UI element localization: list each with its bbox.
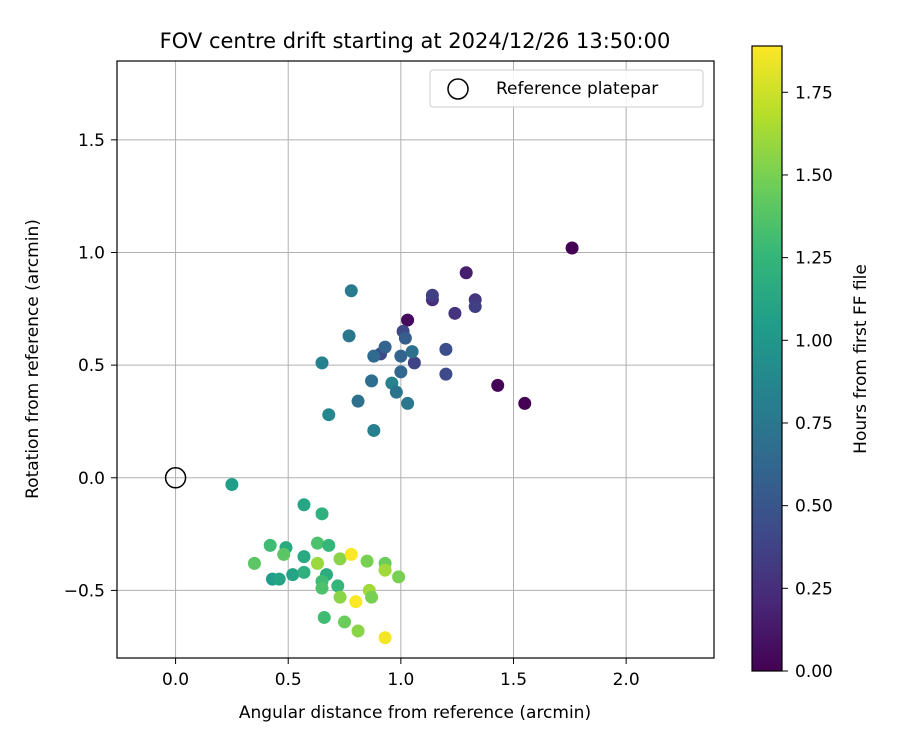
data-point bbox=[394, 365, 408, 379]
plot-frame bbox=[116, 60, 715, 659]
data-point bbox=[351, 624, 365, 638]
data-point bbox=[448, 306, 462, 320]
data-point bbox=[351, 394, 365, 408]
chart-title: FOV centre drift starting at 2024/12/26 … bbox=[160, 29, 671, 53]
colorbar-tick-label: 1.00 bbox=[795, 331, 833, 351]
data-point bbox=[491, 378, 505, 392]
data-point bbox=[277, 547, 291, 561]
data-point bbox=[365, 374, 379, 388]
data-point bbox=[311, 536, 325, 550]
legend: Reference platepar bbox=[429, 69, 704, 108]
data-point bbox=[468, 300, 482, 314]
data-point bbox=[398, 331, 412, 345]
data-point bbox=[378, 563, 392, 577]
data-point bbox=[315, 581, 329, 595]
colorbar-tick-label: 0.00 bbox=[795, 662, 833, 682]
data-point bbox=[518, 396, 532, 410]
data-point bbox=[367, 349, 381, 363]
data-point bbox=[425, 288, 439, 302]
colorbar-gradient bbox=[751, 45, 783, 672]
data-point bbox=[367, 423, 381, 437]
colorbar: 0.00 0.25 0.50 0.75 1.00 1.25 1.50 1.75 bbox=[751, 45, 833, 682]
colorbar-tick-label: 1.25 bbox=[795, 249, 833, 269]
data-point bbox=[311, 556, 325, 570]
x-tick-label: 1.5 bbox=[500, 670, 527, 690]
data-point bbox=[459, 266, 473, 280]
data-point bbox=[315, 356, 329, 370]
data-point bbox=[407, 356, 421, 370]
x-tick-label: 0.5 bbox=[275, 670, 302, 690]
legend-reference-marker bbox=[447, 78, 469, 100]
y-tick-label: 0.5 bbox=[78, 356, 105, 376]
colorbar-label: Hours from first FF file bbox=[851, 264, 871, 454]
colorbar-tick-label: 0.75 bbox=[795, 414, 833, 434]
data-point bbox=[322, 408, 336, 422]
colorbar-tick-label: 0.50 bbox=[795, 497, 833, 517]
data-point bbox=[331, 579, 345, 593]
reference-marker-layer bbox=[164, 467, 187, 489]
data-point bbox=[333, 552, 347, 566]
data-point bbox=[389, 385, 403, 399]
data-point bbox=[365, 590, 379, 604]
data-point bbox=[333, 590, 347, 604]
colorbar-tick-label: 0.25 bbox=[795, 579, 833, 599]
data-point bbox=[297, 565, 311, 579]
data-point bbox=[247, 556, 261, 570]
data-point bbox=[225, 478, 239, 492]
data-point bbox=[272, 572, 286, 586]
x-tick-label: 2.0 bbox=[613, 670, 640, 690]
y-tick-label: 0.0 bbox=[78, 469, 105, 489]
colorbar-tick-label: 1.50 bbox=[795, 166, 833, 186]
data-point bbox=[322, 538, 336, 552]
data-point bbox=[344, 547, 358, 561]
data-points bbox=[225, 241, 579, 645]
data-point bbox=[342, 329, 356, 343]
data-point bbox=[344, 284, 358, 298]
data-point bbox=[297, 498, 311, 512]
axes: 0.0 0.5 1.0 1.5 2.0 −0.5 0.0 0.5 1.0 1.5 bbox=[64, 60, 715, 690]
reference-platepar-marker bbox=[164, 467, 187, 489]
data-point bbox=[405, 345, 419, 359]
legend-box bbox=[429, 69, 704, 108]
data-point bbox=[378, 340, 392, 354]
data-point bbox=[378, 631, 392, 645]
grid-lines bbox=[117, 61, 714, 658]
data-point bbox=[439, 367, 453, 381]
data-point bbox=[401, 313, 415, 327]
data-point bbox=[439, 342, 453, 356]
y-tick-label: −0.5 bbox=[64, 581, 105, 601]
colorbar-tick-label: 1.75 bbox=[795, 83, 833, 103]
y-tick-label: 1.5 bbox=[78, 131, 105, 151]
data-point bbox=[565, 241, 579, 255]
data-point bbox=[297, 550, 311, 564]
data-point bbox=[349, 595, 363, 609]
y-tick-label: 1.0 bbox=[78, 243, 105, 263]
x-tick-label: 0.0 bbox=[162, 670, 189, 690]
data-point bbox=[317, 610, 331, 624]
data-point bbox=[401, 396, 415, 410]
legend-entry-reference: Reference platepar bbox=[496, 79, 658, 99]
data-point bbox=[315, 507, 329, 521]
x-tick-label: 1.0 bbox=[387, 670, 414, 690]
y-axis-label: Rotation from reference (arcmin) bbox=[23, 219, 43, 499]
data-point bbox=[338, 615, 352, 629]
data-point bbox=[392, 570, 406, 584]
data-point bbox=[394, 349, 408, 363]
data-point bbox=[286, 568, 300, 582]
data-point bbox=[360, 554, 374, 568]
data-point bbox=[263, 538, 277, 552]
x-axis-label: Angular distance from reference (arcmin) bbox=[239, 703, 591, 723]
